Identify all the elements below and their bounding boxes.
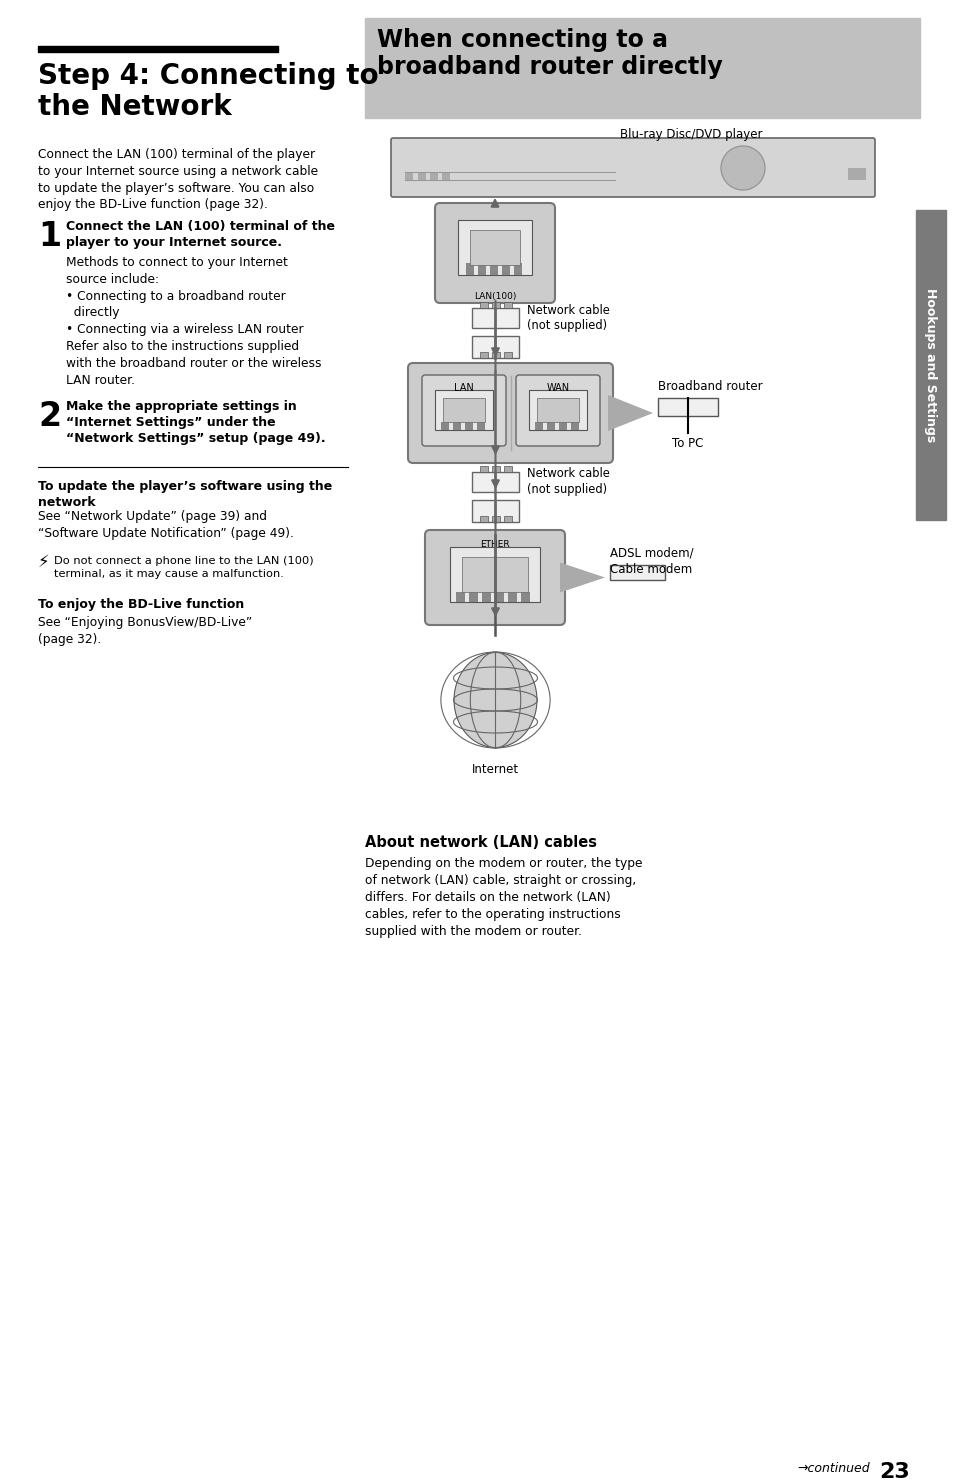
Ellipse shape [453, 653, 537, 747]
Bar [501, 262, 510, 274]
Text: Hookups and Settings: Hookups and Settings [923, 288, 937, 442]
Text: Broadband router: Broadband router [658, 380, 761, 393]
Bar [507, 592, 517, 602]
Bar [430, 172, 437, 179]
Bar [470, 230, 519, 265]
Text: To update the player’s software using the
network: To update the player’s software using th… [38, 480, 332, 509]
Bar [472, 308, 518, 328]
Bar [469, 592, 477, 602]
Text: WAN: WAN [546, 383, 569, 393]
Bar [503, 351, 512, 357]
FancyBboxPatch shape [408, 363, 613, 463]
Bar [465, 262, 474, 274]
Bar [535, 423, 542, 430]
Bar [435, 390, 493, 430]
Polygon shape [607, 394, 652, 432]
Text: To enjoy the BD-Live function: To enjoy the BD-Live function [38, 598, 244, 611]
Text: 1: 1 [38, 219, 61, 254]
Text: Make the appropriate settings in
“Internet Settings” under the
“Network Settings: Make the appropriate settings in “Intern… [66, 400, 325, 445]
Text: To PC: To PC [672, 437, 703, 449]
Bar [365, 18, 919, 119]
Bar [472, 472, 518, 492]
Text: 2: 2 [38, 400, 61, 433]
FancyBboxPatch shape [391, 138, 874, 197]
Text: ETHER: ETHER [479, 540, 509, 549]
Text: Methods to connect to your Internet
source include:
• Connecting to a broadband : Methods to connect to your Internet sour… [66, 257, 321, 387]
Bar [476, 423, 484, 430]
Bar [546, 423, 555, 430]
Bar [847, 168, 865, 179]
FancyBboxPatch shape [421, 375, 505, 446]
FancyBboxPatch shape [516, 375, 599, 446]
Bar [514, 262, 521, 274]
Text: Connect the LAN (100) terminal of the
player to your Internet source.: Connect the LAN (100) terminal of the pl… [66, 219, 335, 249]
Bar [453, 423, 460, 430]
Bar [490, 262, 497, 274]
Text: See “Enjoying BonusView/BD-Live”
(page 32).: See “Enjoying BonusView/BD-Live” (page 3… [38, 615, 252, 645]
Text: Do not connect a phone line to the LAN (100)
terminal, as it may cause a malfunc: Do not connect a phone line to the LAN (… [54, 556, 314, 578]
Bar [571, 423, 578, 430]
Text: Depending on the modem or router, the type
of network (LAN) cable, straight or c: Depending on the modem or router, the ty… [365, 857, 641, 939]
Text: Blu-ray Disc/DVD player: Blu-ray Disc/DVD player [619, 128, 761, 141]
Text: LAN: LAN [454, 383, 474, 393]
Circle shape [720, 145, 764, 190]
Bar [479, 351, 488, 357]
Bar [492, 303, 499, 308]
Text: →continued: →continued [797, 1462, 869, 1476]
Bar [503, 303, 512, 308]
Text: Connect the LAN (100) terminal of the player
to your Internet source using a net: Connect the LAN (100) terminal of the pl… [38, 148, 317, 212]
Bar [520, 592, 530, 602]
Bar [503, 516, 512, 522]
Bar [492, 516, 499, 522]
Bar [503, 466, 512, 472]
Bar [477, 262, 485, 274]
Bar [658, 397, 718, 417]
Bar [457, 219, 532, 274]
Bar [441, 172, 450, 179]
Bar [38, 46, 277, 52]
Text: Internet: Internet [472, 762, 518, 776]
Text: ⚡: ⚡ [38, 553, 50, 571]
Bar [537, 397, 578, 423]
Text: About network (LAN) cables: About network (LAN) cables [365, 835, 597, 850]
Bar [405, 172, 413, 179]
Bar [609, 565, 664, 580]
Bar [529, 390, 586, 430]
Bar [417, 172, 426, 179]
Bar [440, 423, 449, 430]
Bar [464, 423, 473, 430]
FancyBboxPatch shape [424, 529, 564, 624]
Bar [461, 558, 527, 592]
Text: Network cable
(not supplied): Network cable (not supplied) [526, 467, 609, 497]
Bar [558, 423, 566, 430]
Bar [479, 303, 488, 308]
Text: 23: 23 [879, 1462, 909, 1482]
Bar [479, 516, 488, 522]
Bar [472, 337, 518, 357]
Text: ADSL modem/
Cable modem: ADSL modem/ Cable modem [609, 547, 693, 575]
Bar [479, 466, 488, 472]
Bar [481, 592, 491, 602]
Bar [456, 592, 464, 602]
FancyBboxPatch shape [435, 203, 555, 303]
Text: See “Network Update” (page 39) and
“Software Update Notification” (page 49).: See “Network Update” (page 39) and “Soft… [38, 510, 294, 540]
Bar [472, 500, 518, 522]
Bar [450, 547, 539, 602]
Text: Network cable
(not supplied): Network cable (not supplied) [526, 304, 609, 332]
Bar [495, 592, 503, 602]
Bar [492, 351, 499, 357]
Bar [492, 466, 499, 472]
Text: Step 4: Connecting to
the Network: Step 4: Connecting to the Network [38, 62, 378, 122]
Text: LAN(100): LAN(100) [474, 292, 516, 301]
Text: When connecting to a
broadband router directly: When connecting to a broadband router di… [376, 28, 722, 80]
Polygon shape [559, 562, 604, 593]
Bar [442, 397, 484, 423]
Bar [915, 211, 945, 521]
